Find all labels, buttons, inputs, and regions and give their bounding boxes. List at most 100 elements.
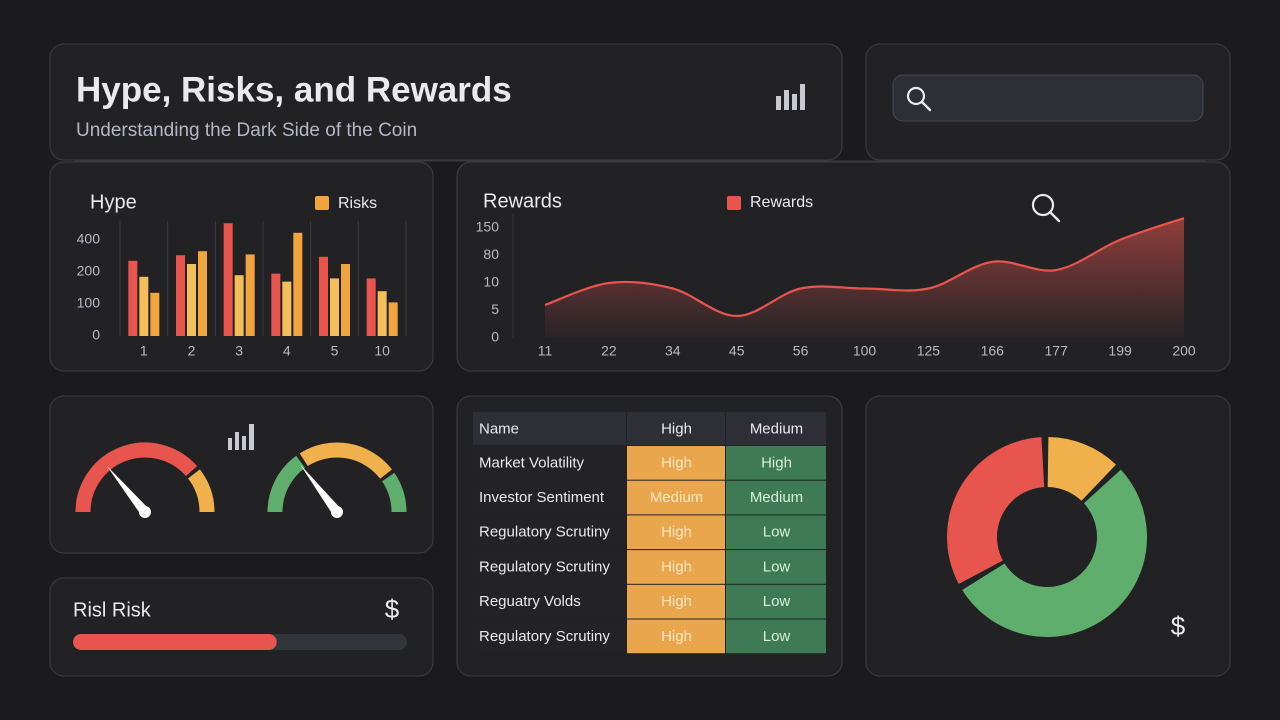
x-tick-label: 56 (793, 343, 809, 359)
table-cell-text: High (661, 524, 692, 541)
page-title: Hype, Risks, and Rewards (76, 70, 512, 109)
currency-icon: $ (385, 594, 400, 624)
bar (341, 264, 350, 336)
chart-icon (228, 424, 254, 450)
currency-icon: $ (1171, 611, 1186, 641)
table-cell (627, 480, 725, 515)
table-cell-text: Market Volatility (479, 454, 585, 471)
bar (176, 255, 185, 336)
chart-title: Rewards (483, 190, 562, 212)
table-cell-text: Low (763, 524, 791, 541)
bar (150, 292, 160, 336)
table-cell-text: Low (763, 593, 791, 610)
legend-swatch (727, 196, 741, 210)
x-tick-label: 45 (729, 343, 745, 359)
table-header: High (661, 420, 692, 437)
bar (377, 291, 387, 336)
bar (223, 223, 233, 336)
table-cell-text: Medium (650, 489, 703, 506)
chart-title: Hype (90, 191, 137, 213)
bar (128, 260, 138, 336)
bar (271, 273, 281, 336)
table-cell (473, 619, 626, 654)
y-tick-label: 0 (92, 327, 100, 343)
y-tick-label: 100 (77, 295, 101, 311)
x-tick-label: 2 (188, 343, 196, 359)
bar (139, 276, 149, 336)
x-tick-label: 177 (1045, 343, 1069, 359)
y-tick-label: 5 (491, 301, 499, 317)
bar (234, 275, 244, 336)
y-tick-label: 0 (491, 329, 499, 345)
table-cell-text: Low (763, 628, 791, 645)
table-header: Medium (750, 420, 803, 437)
gauge-panel (49, 395, 434, 554)
table-cell-text: Low (763, 558, 791, 575)
table-cell (627, 515, 725, 550)
donut-segment (947, 437, 1045, 584)
gauge-needle (106, 465, 149, 516)
table-cell-text: Investor Sentiment (479, 489, 605, 506)
table-cell (726, 550, 826, 584)
bar (198, 251, 207, 336)
x-tick-label: 3 (235, 343, 243, 359)
progress-fill (73, 634, 277, 650)
table-cell (473, 446, 626, 480)
gauge-needle (300, 464, 341, 516)
gauge-band (267, 455, 306, 513)
x-tick-label: 199 (1108, 343, 1132, 359)
needle-hub (331, 506, 343, 518)
table-cell-text: High (661, 628, 692, 645)
table-header-cell (726, 412, 826, 445)
line (544, 217, 1185, 318)
y-tick-label: 150 (476, 219, 500, 235)
table-cell (726, 619, 826, 654)
table-cell-text: High (661, 593, 692, 610)
table-cell (726, 515, 826, 550)
area (545, 218, 1184, 338)
legend-label: Risks (338, 195, 377, 212)
x-tick-label: 125 (917, 343, 941, 359)
chart-icon (776, 84, 805, 110)
legend-label: Rewards (750, 194, 813, 211)
x-tick-label: 4 (283, 343, 291, 359)
legend-swatch (315, 196, 329, 210)
y-tick-label: 200 (77, 263, 101, 279)
donut-panel (865, 395, 1231, 677)
risk-title: Risl Risk (73, 599, 152, 621)
needle-hub (139, 506, 151, 518)
y-tick-label: 400 (77, 231, 101, 247)
bar (282, 281, 292, 336)
table-cell (726, 446, 826, 480)
table-cell (473, 584, 626, 619)
table-cell (726, 584, 826, 619)
bar (366, 278, 376, 336)
x-tick-label: 100 (853, 343, 877, 359)
table-header-cell (473, 412, 626, 445)
table-cell-text: Medium (750, 489, 803, 506)
gauge-band (381, 472, 407, 513)
table-cell (627, 550, 725, 584)
x-tick-label: 11 (538, 343, 553, 359)
gauge-band (299, 442, 392, 479)
table-cell (726, 480, 826, 515)
search-box[interactable] (892, 74, 1204, 122)
table-cell (473, 480, 626, 515)
gauge-band (187, 469, 215, 513)
x-tick-label: 22 (601, 343, 617, 359)
risk-panel (49, 577, 434, 677)
gauge-band (75, 442, 198, 513)
x-tick-label: 1 (140, 343, 148, 359)
table-cell-text: High (761, 454, 792, 471)
search-icon[interactable] (1031, 193, 1061, 223)
y-tick-label: 80 (483, 246, 499, 262)
x-tick-label: 34 (665, 343, 681, 359)
table-cell-text: High (661, 558, 692, 575)
table-cell (473, 550, 626, 584)
table-cell (627, 446, 725, 480)
table-cell-text: Regulatory Scrutiny (479, 524, 610, 541)
donut-segment (962, 469, 1147, 637)
bar (330, 278, 339, 336)
header-panel (49, 43, 843, 161)
bar (319, 256, 328, 336)
